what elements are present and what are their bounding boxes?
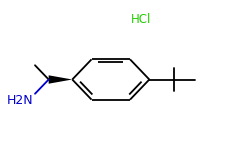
Text: H2N: H2N bbox=[7, 94, 34, 108]
Text: HCl: HCl bbox=[130, 13, 151, 26]
Polygon shape bbox=[49, 75, 72, 84]
